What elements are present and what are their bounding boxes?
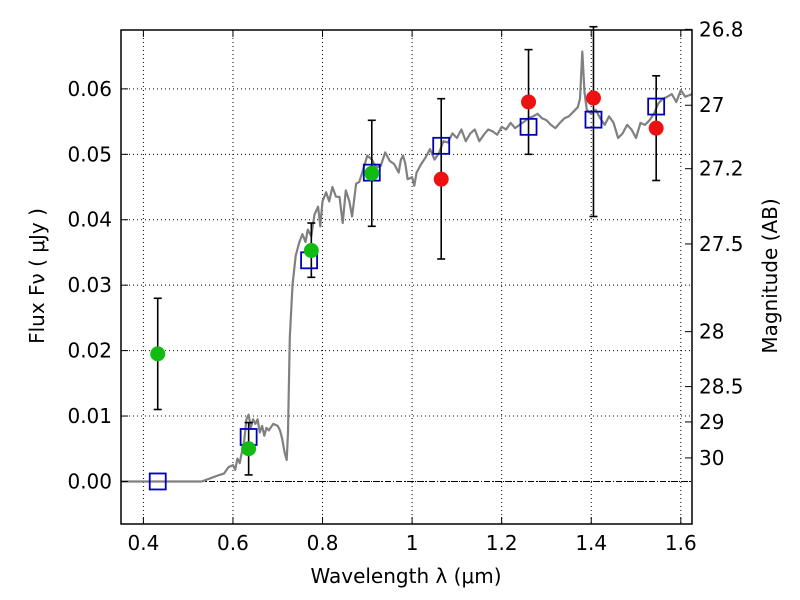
y-tick-label: 0.05 bbox=[67, 142, 112, 166]
green-data-point bbox=[303, 243, 319, 259]
red-data-point bbox=[433, 171, 449, 187]
y-tick-label: 0.04 bbox=[67, 208, 112, 232]
y2-tick-label: 30 bbox=[699, 446, 724, 470]
green-data-point bbox=[241, 441, 257, 457]
y2-tick-label: 27.2 bbox=[699, 157, 744, 181]
x-tick-label: 1.2 bbox=[486, 531, 518, 555]
model-square-marker bbox=[148, 472, 167, 491]
y-tick-label: 0.06 bbox=[67, 77, 112, 101]
red-data-point bbox=[648, 120, 664, 136]
y-tick-label: 0.00 bbox=[67, 469, 112, 493]
model-spectrum-line bbox=[121, 50, 693, 483]
x-tick-label: 1 bbox=[406, 531, 419, 555]
red-data-point bbox=[585, 90, 601, 106]
red-data-point bbox=[521, 94, 537, 110]
y-axis-label: Flux Fν ( μJy ) bbox=[25, 208, 49, 344]
model-square-marker bbox=[519, 117, 538, 136]
plot-area bbox=[121, 25, 693, 491]
plot-frame bbox=[120, 29, 693, 525]
green-data-point bbox=[364, 165, 380, 181]
model-square-marker bbox=[432, 136, 451, 155]
grid-lines bbox=[121, 30, 692, 524]
x-tick-label: 1.4 bbox=[575, 531, 607, 555]
model-square-marker bbox=[584, 110, 603, 129]
y2-tick-label: 29 bbox=[699, 410, 724, 434]
y-tick-label: 0.01 bbox=[67, 404, 112, 428]
x-tick-label: 0.4 bbox=[127, 531, 159, 555]
y-tick-label: 0.02 bbox=[67, 339, 112, 363]
y2-tick-label: 28.5 bbox=[699, 375, 744, 399]
green-data-point bbox=[150, 346, 166, 362]
x-tick-label: 0.8 bbox=[307, 531, 339, 555]
y2-tick-label: 27 bbox=[699, 93, 724, 117]
x-tick-label: 0.6 bbox=[217, 531, 249, 555]
y-tick-label: 0.03 bbox=[67, 273, 112, 297]
axis-ticks: 0.4 0.6 0.8 1 1.2 1.4 1.6 0.00 0.01 0.02 0.03 0.04 0… bbox=[67, 17, 743, 555]
y2-tick-label: 28 bbox=[699, 320, 724, 344]
model-square-marker bbox=[647, 97, 666, 116]
y2-axis-label: Magnitude (AB) bbox=[758, 198, 782, 353]
y2-tick-label: 26.8 bbox=[699, 17, 744, 41]
x-tick-label: 1.6 bbox=[665, 531, 697, 555]
y2-tick-label: 27.5 bbox=[699, 232, 744, 256]
x-axis-label: Wavelength λ (μm) bbox=[310, 564, 501, 588]
